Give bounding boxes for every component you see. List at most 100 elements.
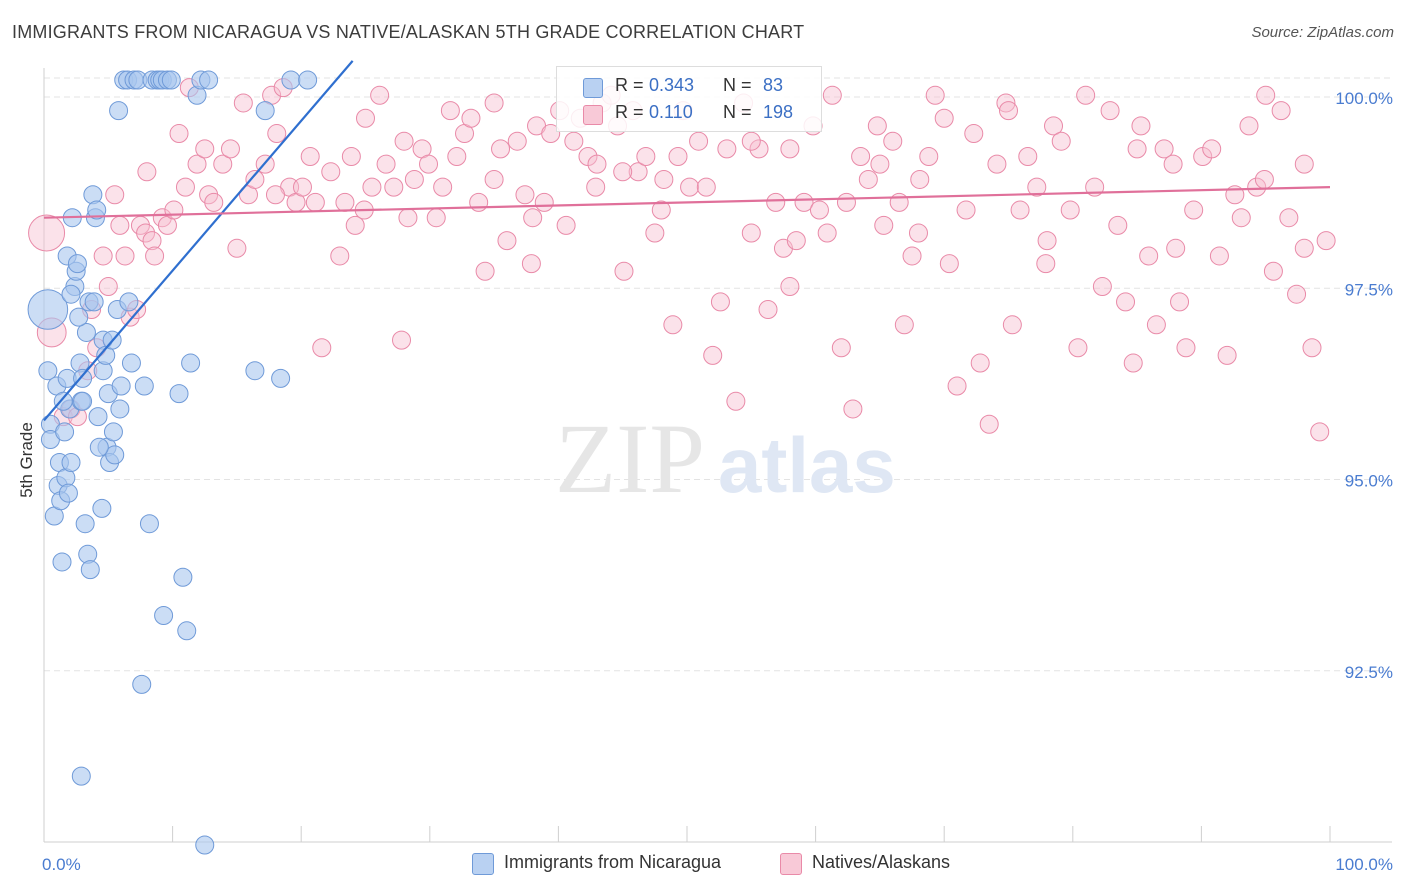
point-natives [874,215,894,235]
point-natives [964,124,984,144]
point-natives [233,93,253,113]
point-natives [970,353,990,373]
point-natives [491,139,511,159]
point-natives [300,147,320,166]
point-nicaragua [38,361,58,381]
point-natives [335,192,355,212]
point-natives [305,192,325,212]
point-natives [169,124,189,144]
point-natives [663,315,683,335]
point-natives [939,254,959,274]
point-natives [870,154,890,174]
point-natives [587,154,607,174]
point-natives [376,154,396,174]
point-nicaragua [73,368,93,388]
point-natives [651,200,671,220]
point-natives [245,169,265,189]
point-natives [137,162,157,182]
legend-swatch-blue [583,78,603,98]
point-natives [1294,238,1314,258]
point-natives [384,177,404,197]
point-natives [843,399,863,419]
point-nicaragua [199,70,219,90]
point-natives [749,139,769,159]
point-nicaragua [173,567,193,587]
watermark: ZIP atlas [555,403,896,514]
point-nicaragua [71,766,91,786]
point-nicaragua [298,70,318,90]
point-natives [1092,277,1112,297]
point-natives [461,108,481,128]
point-natives [836,192,856,212]
point-natives [741,131,761,151]
watermark-zip: ZIP [555,403,705,514]
point-natives [1217,345,1237,365]
point-natives [947,376,967,396]
point-natives [1068,338,1088,358]
point-natives [636,147,656,166]
point-nicaragua [281,70,301,90]
point-natives [564,131,584,151]
point-natives [1146,315,1166,335]
point-natives [710,292,730,312]
point-nicaragua [88,407,108,427]
point-natives [497,231,517,251]
point-natives [703,345,723,365]
point-natives [1060,200,1080,220]
point-natives [1010,200,1030,220]
point-nicaragua [52,552,72,572]
point-natives [469,192,489,212]
point-natives [889,192,909,212]
legend-label: Immigrants from Nicaragua [504,852,722,872]
point-natives [115,246,135,266]
point-natives [1131,116,1151,136]
point-nicaragua [69,307,89,327]
point-natives [780,139,800,159]
point-natives [1176,338,1196,358]
tick-labels: 100.0% 97.5% 95.0% 92.5% 0.0% 100.0% [42,89,1393,874]
point-natives [831,338,851,358]
legend-r-label: R = [615,75,644,95]
point-natives [934,108,954,128]
point-natives [1271,101,1291,121]
trend-line-nicaragua [43,60,354,422]
point-nicaragua [76,322,96,342]
point-natives [1209,246,1229,266]
point-natives [858,169,878,189]
point-nicaragua [105,445,125,465]
point-natives [227,238,247,258]
point-natives [925,85,945,105]
x-tick-label-min: 0.0% [42,855,81,874]
point-nicaragua [61,453,81,472]
point-natives [145,246,165,266]
point-natives [292,177,312,197]
legend-r-label: R = [615,102,644,122]
point-natives [362,177,382,197]
point-natives [902,246,922,266]
point-natives [392,330,412,350]
trend-line-natives [43,186,1331,219]
axes [43,68,1392,843]
point-natives [484,93,504,113]
point-natives [521,254,541,274]
point-natives [717,139,737,159]
point-nicaragua [161,70,181,90]
point-natives [1310,422,1330,442]
point-natives [1166,238,1186,258]
point-natives [1184,200,1204,220]
point-nicaragua [109,101,129,121]
point-natives [668,147,688,166]
point-nicaragua [255,101,275,121]
point-natives [614,261,634,281]
point-natives [1037,231,1057,251]
point-natives [220,139,240,159]
point-nicaragua [245,361,265,381]
legend-n-label: N = [723,75,752,95]
point-natives [195,139,215,159]
point-natives [867,116,887,136]
point-nicaragua [80,560,100,580]
point-natives [1027,177,1047,197]
point-natives [515,185,535,205]
point-natives [507,131,527,151]
